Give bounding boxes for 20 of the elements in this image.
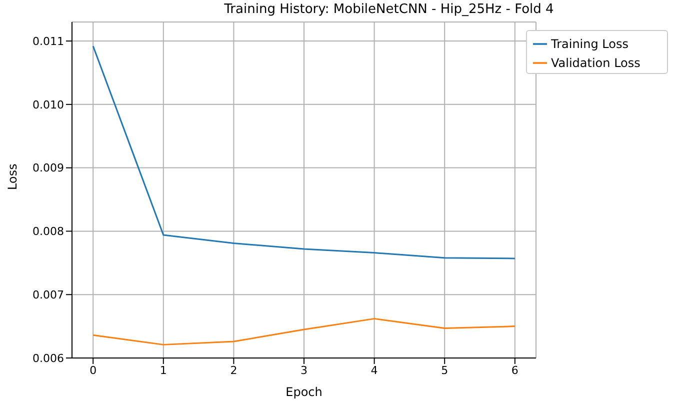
- y-axis-title: Loss: [5, 164, 20, 190]
- y-tick-label: 0.007: [32, 288, 64, 302]
- x-tick-label: 6: [511, 364, 518, 377]
- x-tick-label: 3: [300, 364, 308, 377]
- y-tick-label: 0.009: [32, 162, 64, 175]
- y-tick-label: 0.010: [32, 98, 64, 112]
- x-tick-label: 1: [160, 364, 167, 377]
- y-tick-label: 0.011: [32, 34, 64, 48]
- x-tick-label: 4: [370, 364, 378, 377]
- line-series: [92, 318, 516, 346]
- y-tick-label: 0.008: [32, 225, 64, 238]
- x-tick-label: 0: [90, 364, 97, 377]
- y-tick-label: 0.006: [32, 352, 64, 365]
- line-series: [92, 45, 516, 260]
- x-tick-label: 5: [441, 364, 448, 377]
- x-axis-title: Epoch: [286, 385, 322, 399]
- legend-label: Training Loss: [551, 37, 628, 51]
- x-tick-label: 2: [230, 364, 238, 377]
- legend-label: Validation Loss: [551, 56, 640, 70]
- chart-title: Training History: MobileNetCNN - Hip_25Hz - Fold 4: [223, 2, 555, 17]
